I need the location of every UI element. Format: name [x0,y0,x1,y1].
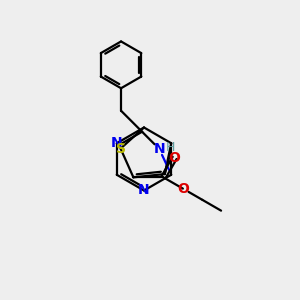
Text: N: N [153,142,165,156]
Text: H: H [166,141,175,154]
Text: N: N [138,184,150,197]
Text: O: O [177,182,189,196]
Text: N: N [111,136,122,150]
Text: S: S [116,142,126,156]
Text: O: O [169,151,181,165]
